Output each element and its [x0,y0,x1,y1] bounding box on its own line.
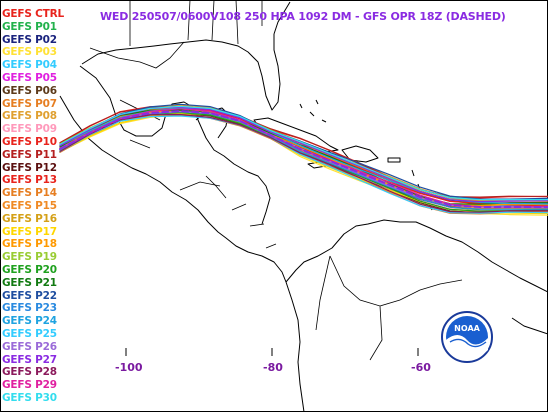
puerto-rico-coastline [387,157,401,163]
bahamas-coastline [299,99,327,123]
contour-12 [59,111,548,210]
longitude-label-60: -60 [411,361,431,374]
legend-item-25: GEFS P25 [2,327,57,340]
legend-item-17: GEFS P17 [2,225,57,238]
hispaniola-coastline [341,145,379,163]
contour-30 [59,105,548,201]
us-state-borders [129,0,263,46]
us-gulf-coastline [81,34,281,111]
legend-item-27: GEFS P27 [2,353,57,366]
legend-item-14: GEFS P14 [2,187,57,200]
south-america-pacific-coastline [285,281,305,413]
map-title: WED 250507/0600V108 250 HPA 1092 DM - GF… [100,10,506,23]
border-layer [89,0,463,361]
legend-item-7: GEFS P07 [2,97,57,110]
contour-25 [59,115,548,214]
legend-item-2: GEFS P02 [2,33,57,46]
south-america-coastline [285,219,548,293]
legend-item-0: GEFS CTRL [2,8,65,20]
legend-item-12: GEFS P12 [2,161,57,174]
legend-item-15: GEFS P15 [2,199,57,212]
longitude-label-80: -80 [263,361,283,374]
atlantic-coastline [273,1,291,35]
legend-item-30: GEFS P30 [2,391,57,404]
contour-gfs-opr-dashed [59,109,548,208]
contour-layer [59,103,548,216]
contour-9 [59,112,548,212]
noaa-logo-icon: NOAA [441,311,493,363]
legend-item-29: GEFS P29 [2,379,57,392]
logo-text: NOAA [454,324,480,333]
contour-4 [59,111,548,208]
us-mexico-border [89,41,185,69]
legend-item-18: GEFS P18 [2,238,57,251]
legend-item-22: GEFS P22 [2,289,57,302]
legend-item-26: GEFS P26 [2,340,57,353]
legend-item-16: GEFS P16 [2,212,57,225]
legend-item-13: GEFS P13 [2,174,57,187]
south-america-borders [315,255,463,361]
contour-26 [59,110,548,209]
legend-item-4: GEFS P04 [2,59,57,72]
contour-10 [59,108,548,207]
legend-item-8: GEFS P08 [2,110,57,123]
legend-item-3: GEFS P03 [2,46,57,59]
ensemble-legend: GEFS CTRL GEFS P01 GEFS P02 GEFS P03 GEFS P0… [2,8,64,405]
central-america-borders [205,175,277,249]
contour-1 [59,109,548,212]
coastline-layer [59,1,548,413]
pacific-coastline [59,95,287,283]
legend-item-19: GEFS P19 [2,251,57,264]
contour-15 [59,109,548,210]
legend-item-28: GEFS P28 [2,366,57,379]
legend-item-10: GEFS P10 [2,135,57,148]
gulf-coastline [79,65,271,225]
legend-item-23: GEFS P23 [2,302,57,315]
contour-23 [59,111,548,210]
brazil-coastline [511,317,548,335]
legend-item-21: GEFS P21 [2,276,57,289]
legend-item-5: GEFS P05 [2,71,57,84]
contour-28 [59,113,548,213]
legend-item-1: GEFS P01 [2,20,57,33]
contour-20 [59,111,548,212]
legend-item-20: GEFS P20 [2,263,57,276]
legend-item-6: GEFS P06 [2,84,57,97]
legend-item-24: GEFS P24 [2,315,57,328]
legend-item-9: GEFS P09 [2,123,57,136]
longitude-ticks [125,348,419,356]
legend-item-11: GEFS P11 [2,148,57,161]
longitude-label-100: -100 [115,361,143,374]
